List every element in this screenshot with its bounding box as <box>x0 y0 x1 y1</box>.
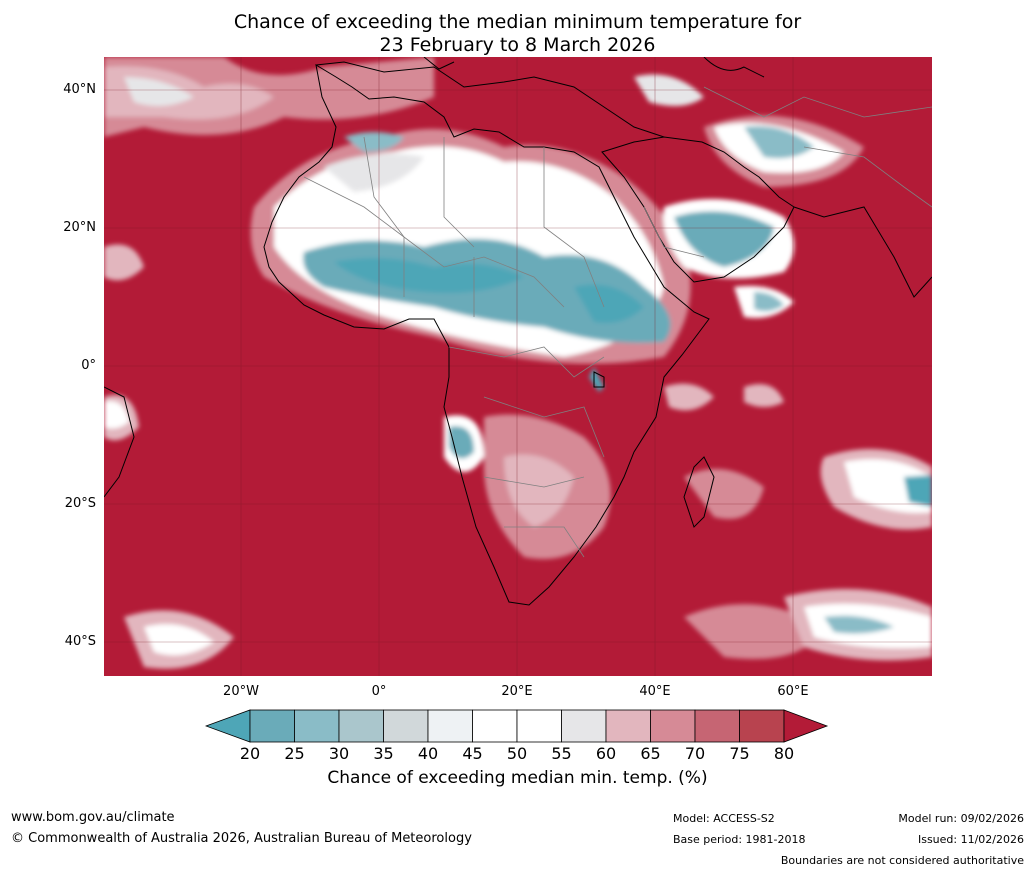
colorbar-cell <box>694 709 740 743</box>
colorbar-cell <box>605 709 651 743</box>
colorbar-tick-label: 35 <box>373 744 394 763</box>
colorbar-tick-label: 55 <box>551 744 572 763</box>
lon-label-60e: 60°E <box>777 684 809 699</box>
colorbar-tick-label: 75 <box>729 744 750 763</box>
colorbar-tick-label: 30 <box>328 744 350 763</box>
map-title-line-1: Chance of exceeding the median minimum t… <box>233 11 802 33</box>
colorbar-cell <box>561 709 607 743</box>
colorbar-tick-label: 70 <box>684 744 706 763</box>
lat-label-20s: 20°S <box>64 496 96 511</box>
colorbar-label: Chance of exceeding median min. temp. (%… <box>327 768 708 788</box>
colorbar-tick-label: 40 <box>417 744 439 763</box>
colorbar-extend-high <box>783 709 829 743</box>
issued-text: Issued: 11/02/2026 <box>917 833 1024 846</box>
colorbar-cell <box>427 709 473 743</box>
country-borders <box>303 86 932 558</box>
colorbar-cell <box>739 709 785 743</box>
colorbar-cell <box>650 709 696 743</box>
colorbar-tick-label: 45 <box>462 744 483 763</box>
map-title-line-2: 23 February to 8 March 2026 <box>379 34 656 56</box>
lat-label-40n: 40°N <box>63 82 96 97</box>
lon-label-20e: 20°E <box>501 684 533 699</box>
copyright-text: © Commonwealth of Australia 2026, Austra… <box>11 831 472 846</box>
graticule <box>104 57 932 676</box>
colorbar-cell <box>383 709 429 743</box>
colorbar-cell <box>516 709 562 743</box>
colorbar-cell <box>249 709 295 743</box>
colorbar-tick-label: 80 <box>773 744 795 763</box>
colorbar-tick-label: 65 <box>640 744 661 763</box>
disclaimer-text: Boundaries are not considered authoritat… <box>780 854 1024 867</box>
website-text: www.bom.gov.au/climate <box>11 810 175 825</box>
colorbar-tick-label: 25 <box>284 744 305 763</box>
model-text: Model: ACCESS-S2 <box>673 812 775 825</box>
forecast-map <box>104 57 932 676</box>
colorbar-cell <box>472 709 518 743</box>
colorbar-tick-label: 20 <box>239 744 261 763</box>
lat-label-40s: 40°S <box>64 634 96 649</box>
colorbar-cell <box>338 709 384 743</box>
colorbar <box>205 709 829 743</box>
lat-label-equator: 0° <box>81 358 96 373</box>
colorbar-cell <box>294 709 340 743</box>
colorbar-tick-label: 50 <box>506 744 528 763</box>
base-period-text: Base period: 1981-2018 <box>673 833 806 846</box>
lon-label-40e: 40°E <box>639 684 671 699</box>
model-run-text: Model run: 09/02/2026 <box>898 812 1024 825</box>
probability-field <box>104 57 932 669</box>
lon-label-20w: 20°W <box>223 684 259 699</box>
lat-label-20n: 20°N <box>63 220 96 235</box>
lon-label-0: 0° <box>371 684 387 699</box>
colorbar-extend-low <box>205 709 251 743</box>
colorbar-tick-label: 60 <box>595 744 617 763</box>
